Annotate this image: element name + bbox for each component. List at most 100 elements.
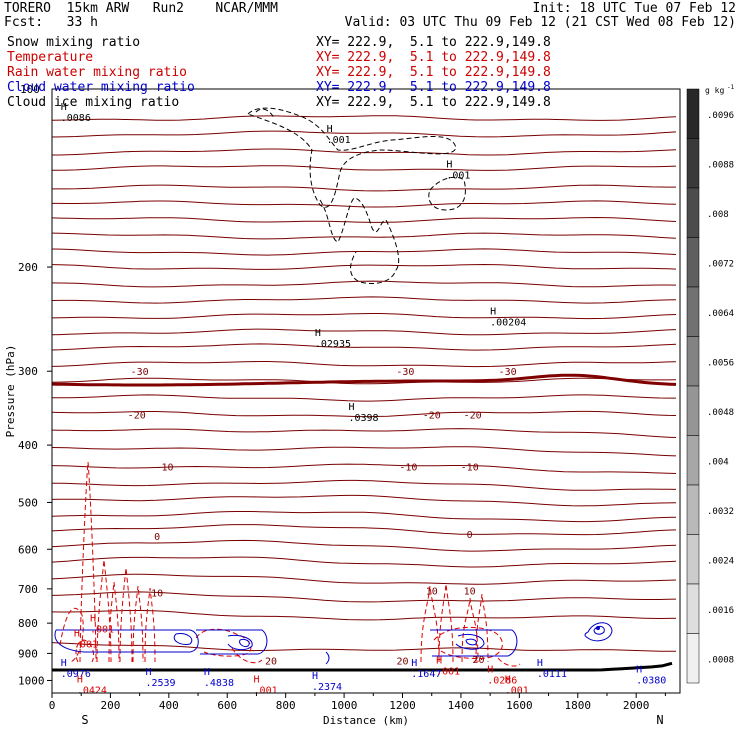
temperature-label: 0 <box>467 530 473 541</box>
temperature-isotherm <box>51 313 677 320</box>
y-tick-label: 200 <box>18 261 38 274</box>
temperature-isotherm <box>51 165 677 171</box>
rain-contour <box>59 607 84 663</box>
temperature-label: -30 <box>131 367 149 378</box>
colorbar-segment <box>686 435 700 486</box>
colorbar-tick-label: .0072 <box>707 259 734 269</box>
maximum-marker: H <box>348 402 354 413</box>
maximum-marker: H <box>315 328 321 339</box>
x-tick-label: 600 <box>217 699 237 712</box>
temperature-isotherm <box>51 494 677 507</box>
maximum-marker: H <box>537 658 543 669</box>
colorbar-tick-label: .0032 <box>707 507 734 517</box>
colorbar-tick-label: .0056 <box>707 358 734 368</box>
x-tick-label: 1400 <box>448 699 475 712</box>
temperature-label: 0 <box>154 532 160 543</box>
maximum-marker: H <box>254 675 260 686</box>
colorbar-segment <box>686 88 700 139</box>
rain-contour <box>461 597 479 663</box>
cloud-water-contour <box>455 633 485 650</box>
maximum-label: .0976 <box>61 669 91 680</box>
temperature-isotherm <box>51 410 677 418</box>
snow-contour <box>319 197 400 284</box>
rain-contour <box>144 587 156 663</box>
maximum-marker: H <box>61 658 67 669</box>
legend-cloud-water-xy: XY= 222.9, 5.1 to 222.9,149.8 <box>316 80 551 95</box>
legend-cloud-ice-xy: XY= 222.9, 5.1 to 222.9,149.8 <box>316 95 551 110</box>
maximum-label: .1647 <box>411 669 441 680</box>
legend-cloud-ice: Cloud ice mixing ratio <box>7 95 180 110</box>
maximum-marker: H <box>77 675 83 686</box>
rain-contour <box>433 626 503 659</box>
temperature-isotherm <box>51 446 677 457</box>
rain-contour <box>497 657 521 667</box>
snow-contours <box>247 107 466 284</box>
maximum-marker: H <box>411 658 417 669</box>
cloud-water-contour <box>196 629 268 655</box>
temperature-isotherm <box>51 216 677 223</box>
colorbar-tick-label: .0048 <box>707 408 734 418</box>
temperature-label: -20 <box>464 410 482 421</box>
maximum-label: .001 <box>254 686 278 697</box>
colorbar-unit: g kg <box>705 86 724 95</box>
y-tick-label: 600 <box>18 543 38 556</box>
colorbar-segment <box>686 286 700 337</box>
x-tick-label: 200 <box>100 699 120 712</box>
temperature-label: 20 <box>265 656 277 667</box>
plot-frame <box>51 88 681 694</box>
maximum-label: .0398 <box>348 413 378 424</box>
x-tick-label: 1800 <box>565 699 592 712</box>
terrain-line <box>52 661 673 672</box>
colorbar-tick-label: .0024 <box>707 556 734 566</box>
temperature-isotherm <box>51 130 677 138</box>
temperature-isotherm <box>51 296 677 304</box>
maximum-marker: H <box>490 306 496 317</box>
maximum-marker: H <box>636 664 642 675</box>
snow-contour <box>428 176 466 211</box>
temperature-isotherm <box>52 394 676 402</box>
temperature-label: 10 <box>464 587 476 598</box>
contour-labels: -30 -30 -30 -20 -20 -20 -10 -10 -10 0 0 10 10 10 20 20 2… <box>61 102 667 696</box>
zero-isotherm <box>51 373 677 387</box>
temperature-isotherm <box>51 361 677 368</box>
legend-rain-xy: XY= 222.9, 5.1 to 222.9,149.8 <box>316 65 551 80</box>
colorbar-tick-label: .004 <box>707 457 729 467</box>
colorbar-segment <box>686 484 700 535</box>
maximum-label: .02935 <box>315 339 351 350</box>
maximum-label: .0086 <box>61 113 91 124</box>
maximum-label: .0380 <box>636 675 666 686</box>
temperature-label: -10 <box>155 463 173 474</box>
x-tick-label: 0 <box>49 699 56 712</box>
colorbar-tick-label: .0016 <box>707 606 734 616</box>
temperature-label: -10 <box>399 463 417 474</box>
maximum-label: .001 <box>505 686 529 697</box>
colorbar-segment <box>686 138 700 189</box>
rain-contour <box>132 585 144 663</box>
maximum-marker: H <box>145 667 151 678</box>
x-tick-label: 1600 <box>506 699 533 712</box>
legend-snow: Snow mixing ratio <box>7 35 141 50</box>
temperature-label: -30 <box>396 367 414 378</box>
maximum-marker: H <box>446 159 452 170</box>
terrain-line <box>52 661 673 672</box>
colorbar-segment <box>686 583 700 634</box>
temperature-isotherm <box>52 184 676 192</box>
maximum-label: .2374 <box>312 682 342 693</box>
temperature-isotherm <box>51 642 677 652</box>
y-tick-label: 400 <box>18 439 38 452</box>
legend-temperature: Temperature <box>7 50 94 65</box>
temperature-isotherm <box>51 263 677 270</box>
temperature-label: -20 <box>128 410 146 421</box>
rain-contour <box>119 567 133 663</box>
maximum-label: .4838 <box>204 678 234 689</box>
temperature-label: -20 <box>423 410 441 421</box>
colorbar-tick-label: .0088 <box>707 160 734 170</box>
snow-contour <box>247 107 457 208</box>
temperature-isotherm <box>51 591 677 603</box>
maximum-label: .0286 <box>487 675 517 686</box>
y-tick-label: 1000 <box>18 674 45 687</box>
cloud-water-contour <box>584 622 613 642</box>
cloud-water-contour <box>325 651 330 665</box>
rain-contour <box>79 461 97 663</box>
